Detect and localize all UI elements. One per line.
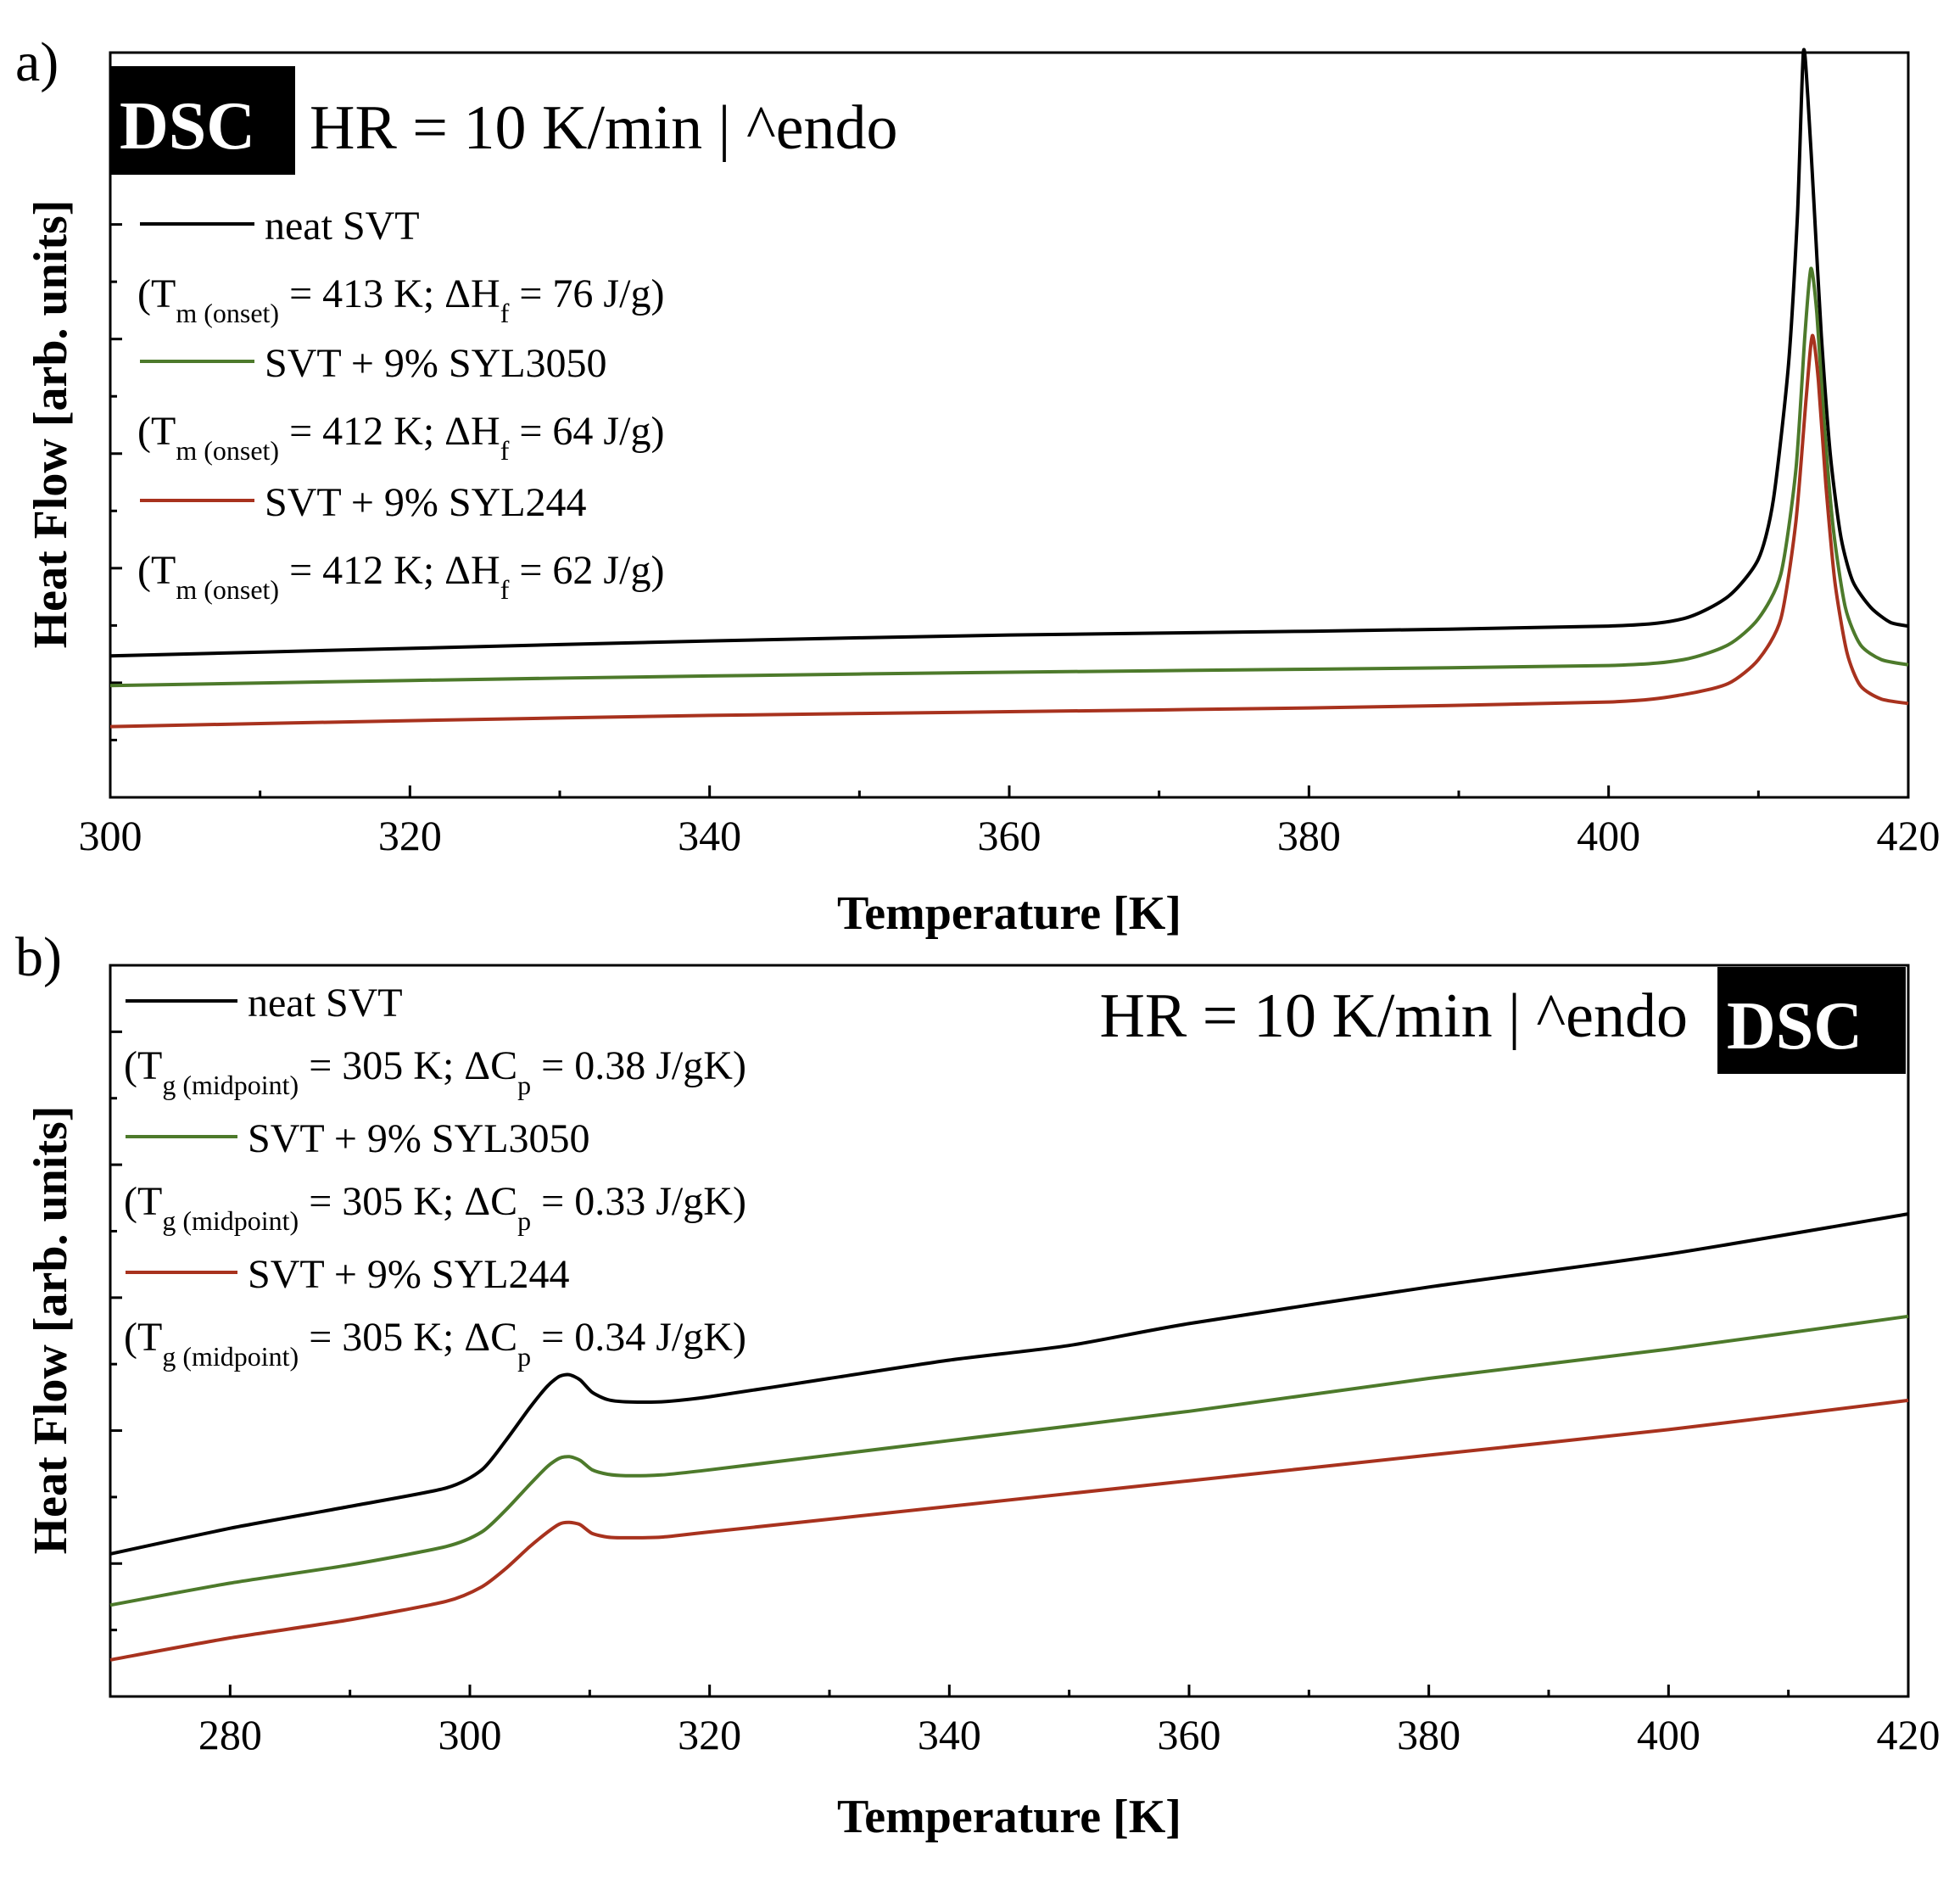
note-prop-sym: ΔC [464,1315,517,1360]
panel-a-y-ticks [110,109,122,741]
panel-a-dsc-badge [110,66,295,175]
note-temp: 413 K [322,271,423,316]
note-prop-value: 64 J/g [552,409,651,454]
panel-b-dsc-badge [1717,967,1906,1074]
series-line-syl3050 [109,266,1909,688]
panel-b: b) 280 300 320 340 360 380 400 420 HR = 10 K/mi… [15,926,1940,1843]
panel-b-x-ticks: 280 300 320 340 360 380 400 420 [109,1685,1940,1758]
panel-b-hr-annotation: HR = 10 K/min | ^endo [1099,981,1688,1051]
note-prop-value: 62 J/g [552,548,651,593]
x-tick-label-300: 300 [438,1711,502,1758]
note-prop-sym: ΔH [444,271,500,316]
legend-a-note-syl244: (Tm (onset) = 412 K; ΔHf = 62 J/g) [137,548,664,605]
note-prop-sym: ΔC [464,1179,517,1224]
legend-b-label-syl244: SVT + 9% SYL244 [248,1252,570,1297]
x-tick-label-420: 420 [1877,1711,1940,1758]
x-tick-label-360: 360 [1158,1711,1221,1758]
legend-b-note-syl244: (Tg (midpoint) = 305 K; ΔCp = 0.34 J/gK) [124,1315,746,1372]
note-prop-sub: p [517,1341,531,1372]
x-tick-label-420: 420 [1877,812,1940,859]
note-sub: g (midpoint) [162,1205,299,1236]
panel-b-y-ticks [110,1030,122,1632]
note-prop-sym: ΔH [444,409,500,454]
panel-a-x-ticks: 300 320 340 360 380 400 420 [79,785,1940,859]
note-sym: T [137,1043,162,1088]
note-prop-value: 0.33 J/gK [574,1179,733,1224]
panel-a-legend: neat SVT (Tm (onset) = 413 K; ΔHf = 76 J… [137,204,664,605]
panel-b-legend: neat SVT (Tg (midpoint) = 305 K; ΔCp = 0… [124,981,746,1372]
legend-a-label-neat: neat SVT [265,204,420,249]
legend-b-note-neat: (Tg (midpoint) = 305 K; ΔCp = 0.38 J/gK) [124,1043,746,1100]
x-tick-label-380: 380 [1397,1711,1460,1758]
series-line-neat [109,48,1909,658]
legend-b-note-syl3050: (Tg (midpoint) = 305 K; ΔCp = 0.33 J/gK) [124,1179,746,1236]
x-tick-label-340: 340 [918,1711,981,1758]
note-sub: m (onset) [176,298,279,328]
note-prop-value: 76 J/g [552,271,651,316]
legend-a-label-syl3050: SVT + 9% SYL3050 [265,341,607,386]
panel-b-label: b) [15,926,62,988]
note-prop-value: 0.34 J/gK [574,1315,733,1360]
series-line-syl244 [109,1398,1909,1662]
x-tick-label-340: 340 [678,812,741,859]
panel-a-series-lines [109,48,1909,729]
x-tick-label-320: 320 [678,1711,741,1758]
note-sub: m (onset) [176,435,279,466]
x-tick-label-360: 360 [978,812,1041,859]
note-temp: 412 K [322,548,423,593]
x-tick-label-400: 400 [1577,812,1640,859]
panel-b-dsc-badge-text: DSC [1727,989,1862,1064]
note-sub: g (midpoint) [162,1341,299,1372]
note-prop-sym: ΔC [464,1043,517,1088]
note-sub: m (onset) [176,574,279,605]
x-tick-label-300: 300 [79,812,142,859]
note-prop-sym: ΔH [444,548,500,593]
panel-a-label: a) [15,31,59,93]
note-prop-sub: f [500,298,510,328]
legend-b-label-neat: neat SVT [248,981,403,1026]
note-temp: 305 K [342,1315,443,1360]
note-temp: 305 K [342,1043,443,1088]
note-prop-sub: f [500,435,510,466]
x-tick-label-400: 400 [1637,1711,1700,1758]
legend-b-label-syl3050: SVT + 9% SYL3050 [248,1116,590,1161]
note-sym: T [137,1179,162,1224]
panel-b-plot-frame [109,964,1910,1698]
panel-a: a) 300 320 340 360 380 400 420 DSC HR = 10 K/m… [15,31,1940,940]
note-prop-sub: p [517,1070,531,1100]
x-tick-label-380: 380 [1277,812,1341,859]
panel-a-dsc-badge-text: DSC [120,89,255,164]
series-line-syl3050 [109,1314,1909,1607]
series-line-syl244 [109,333,1909,729]
panel-b-y-axis-title: Heat Flow [arb. units] [25,1106,77,1555]
x-tick-label-320: 320 [378,812,442,859]
legend-a-note-syl3050: (Tm (onset) = 412 K; ΔHf = 64 J/g) [137,409,664,466]
note-temp: 412 K [322,409,423,454]
panel-b-series-lines [109,1212,1909,1662]
panel-a-y-axis-title: Heat Flow [arb. units] [25,200,77,649]
note-sym: T [151,271,176,316]
note-sub: g (midpoint) [162,1070,299,1100]
note-sym: T [151,409,176,454]
panel-a-x-axis-title: Temperature [K] [837,887,1181,940]
note-prop-sub: f [500,574,510,605]
series-line-neat [109,1212,1909,1556]
panel-b-x-axis-title: Temperature [K] [837,1791,1181,1843]
note-prop-value: 0.38 J/gK [574,1043,733,1088]
note-temp: 305 K [342,1179,443,1224]
note-sym: T [151,548,176,593]
x-tick-label-280: 280 [198,1711,262,1758]
note-sym: T [137,1315,162,1360]
legend-a-label-syl244: SVT + 9% SYL244 [265,480,587,525]
note-prop-sub: p [517,1205,531,1236]
legend-a-note-neat: (Tm (onset) = 413 K; ΔHf = 76 J/g) [137,271,664,328]
panel-a-hr-annotation: HR = 10 K/min | ^endo [310,93,898,163]
